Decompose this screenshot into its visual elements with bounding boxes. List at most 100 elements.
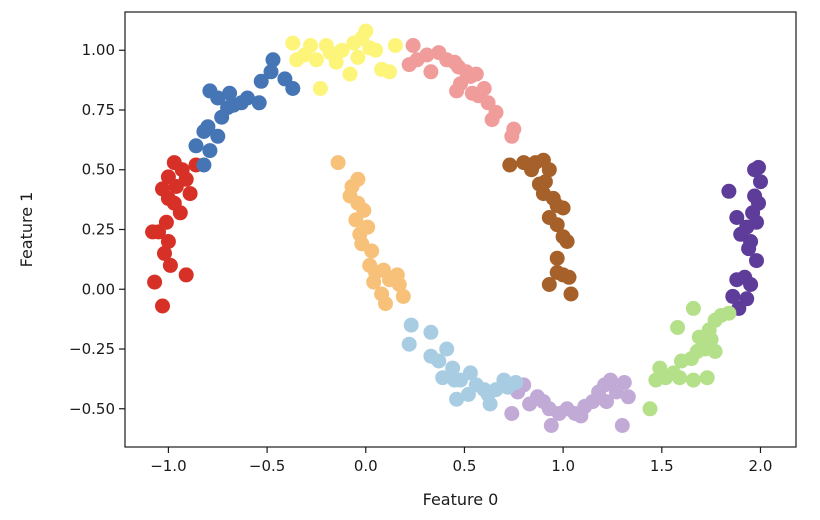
- data-point: [642, 401, 658, 417]
- data-point: [603, 372, 618, 388]
- data-point: [729, 272, 745, 288]
- data-point: [563, 286, 579, 302]
- data-point: [685, 372, 701, 388]
- data-point: [155, 298, 170, 314]
- x-axis-label: Feature 0: [423, 490, 499, 509]
- data-point: [703, 331, 719, 347]
- data-point: [431, 353, 447, 369]
- data-point: [445, 360, 461, 376]
- x-tick-label: 0.0: [354, 457, 378, 475]
- data-point: [476, 81, 492, 96]
- data-point: [157, 245, 172, 261]
- data-point: [202, 83, 218, 99]
- y-tick-label: 0.00: [82, 280, 115, 298]
- y-tick-label: −0.25: [69, 340, 115, 358]
- data-point: [364, 243, 380, 259]
- data-point: [707, 343, 723, 359]
- data-point: [504, 128, 520, 144]
- data-point: [439, 341, 455, 357]
- data-point: [405, 38, 421, 53]
- data-point: [729, 210, 745, 225]
- data-point: [160, 234, 176, 249]
- data-point: [508, 375, 524, 390]
- data-point: [222, 85, 238, 101]
- data-point: [196, 157, 212, 173]
- data-point: [391, 277, 407, 292]
- data-point: [685, 300, 701, 316]
- data-point: [670, 320, 686, 335]
- data-point: [555, 200, 571, 216]
- data-point: [182, 186, 198, 202]
- data-point: [543, 418, 559, 433]
- data-point: [395, 288, 411, 304]
- data-point: [749, 253, 764, 269]
- data-point: [382, 64, 397, 80]
- data-point: [366, 274, 382, 290]
- data-point: [147, 274, 163, 290]
- data-point: [699, 370, 715, 386]
- x-tick-label: 2.0: [749, 457, 773, 475]
- data-point: [303, 38, 318, 53]
- data-point: [200, 119, 216, 135]
- data-point: [725, 288, 741, 304]
- data-point: [531, 176, 547, 192]
- data-point: [378, 296, 393, 312]
- data-point: [616, 375, 632, 390]
- y-axis-label: Feature 1: [17, 192, 36, 268]
- data-point: [239, 90, 255, 106]
- data-point: [210, 128, 226, 144]
- data-point: [423, 324, 439, 340]
- data-point: [449, 83, 465, 99]
- data-point: [561, 269, 577, 285]
- data-point: [504, 406, 520, 421]
- data-point: [753, 174, 768, 190]
- y-tick-label: 0.75: [82, 101, 115, 119]
- x-tick-label: 1.0: [551, 457, 575, 475]
- y-tick-label: 0.50: [82, 161, 115, 179]
- data-point: [721, 183, 737, 199]
- data-point: [488, 104, 504, 120]
- data-point: [743, 277, 759, 292]
- data-point: [285, 81, 301, 96]
- scatter-points: [145, 23, 768, 433]
- data-point: [559, 234, 575, 249]
- data-point: [401, 336, 417, 352]
- data-point: [502, 157, 518, 173]
- data-point: [308, 52, 324, 68]
- data-point: [403, 317, 419, 333]
- x-tick-label: −0.5: [249, 457, 285, 475]
- data-point: [541, 277, 557, 292]
- data-point: [348, 212, 364, 228]
- data-point: [251, 95, 267, 111]
- data-point: [741, 241, 757, 257]
- data-point: [350, 171, 366, 187]
- y-tick-label: 0.25: [82, 221, 115, 239]
- data-point: [747, 162, 763, 178]
- y-axis-ticks: 1.00 0.75 0.50 0.25 0.00 −0.25 −0.50: [69, 41, 125, 418]
- data-point: [468, 66, 484, 82]
- data-point: [358, 23, 374, 39]
- data-point: [435, 370, 451, 386]
- data-point: [178, 171, 194, 187]
- x-tick-label: 0.5: [453, 457, 477, 475]
- data-point: [334, 42, 350, 58]
- data-point: [160, 169, 176, 185]
- data-point: [721, 305, 737, 321]
- data-point: [160, 190, 176, 206]
- y-tick-label: −0.50: [69, 400, 115, 418]
- data-point: [462, 365, 478, 381]
- data-point: [158, 214, 174, 230]
- data-point: [253, 73, 269, 89]
- x-axis-ticks: −1.0 −0.5 0.0 0.5 1.0 1.5 2.0: [150, 447, 772, 475]
- data-point: [312, 81, 328, 96]
- data-point: [178, 267, 194, 283]
- data-point: [342, 66, 358, 82]
- data-point: [188, 138, 204, 154]
- data-point: [614, 418, 630, 433]
- data-point: [423, 64, 439, 80]
- data-point: [263, 64, 279, 80]
- data-point: [549, 250, 565, 266]
- data-point: [166, 155, 182, 171]
- data-point: [285, 35, 301, 51]
